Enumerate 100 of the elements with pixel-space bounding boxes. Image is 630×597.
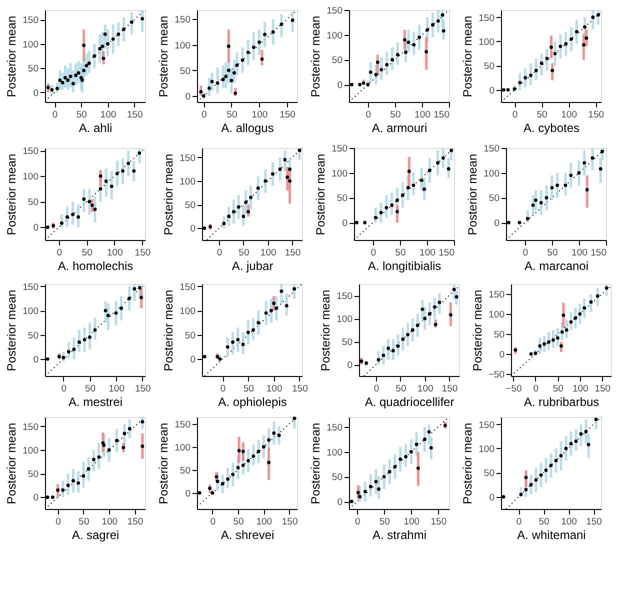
y-tick-label: 50 — [184, 200, 196, 212]
x-tick-label: 150 — [586, 516, 602, 528]
y-tick-label: 0 — [33, 354, 38, 366]
x-tick-label: 50 — [238, 248, 250, 258]
y-axis-title: Posterior mean — [162, 154, 176, 236]
x-axis-title: A. mestrei — [68, 395, 123, 409]
x-tick-label: 150 — [284, 248, 301, 258]
y-tick-label: 150 — [180, 152, 196, 164]
y-tick-label: 0 — [190, 224, 196, 235]
x-tick-label: 50 — [78, 516, 90, 528]
y-axis-title: Posterior mean — [460, 422, 475, 504]
y-tick-label: 50 — [332, 472, 342, 484]
y-axis-title: Posterior mean — [4, 16, 19, 98]
y-tick-label: 50 — [488, 193, 500, 204]
x-tick-label: 150 — [127, 516, 144, 528]
x-axis-title: A. sagrei — [72, 528, 120, 542]
y-tick-label: 0 — [489, 85, 494, 96]
x-tick-label: 150 — [430, 516, 447, 528]
y-tick-label: 150 — [180, 282, 196, 293]
y-tick-label: 150 — [326, 422, 342, 434]
y-tick-label: 150 — [478, 12, 494, 24]
x-tick-label: 150 — [588, 110, 604, 120]
x-tick-label: 0 — [533, 384, 539, 394]
x-tick-label: 100 — [414, 110, 430, 120]
x-tick-label: 0 — [61, 384, 67, 394]
x-tick-label: 50 — [538, 516, 550, 528]
x-axis-title: A. armouri — [372, 121, 428, 135]
x-tick-label: 100 — [102, 516, 118, 528]
x-tick-label: 100 — [561, 516, 577, 528]
y-tick-label: 100 — [180, 306, 196, 318]
y-tick-label: 150 — [332, 144, 348, 154]
y-tick-label: 100 — [484, 168, 500, 180]
x-tick-label: 100 — [404, 516, 420, 528]
y-tick-label: 150 — [174, 419, 190, 430]
x-axis-title: A. strahmi — [372, 528, 427, 542]
y-tick-label: 100 — [22, 306, 38, 318]
x-axis-title: A. whitemani — [517, 528, 586, 542]
y-tick-label: 0 — [337, 80, 342, 92]
x-tick-label: 100 — [108, 384, 124, 394]
x-axis-title: A. rubribarbus — [524, 395, 600, 409]
y-tick-label: 0 — [185, 91, 190, 102]
y-tick-label: 100 — [478, 444, 494, 455]
x-axis-title: A. shrevei — [220, 528, 274, 542]
x-tick-label: 150 — [134, 248, 151, 258]
x-tick-label: 100 — [561, 110, 577, 120]
x-tick-label: 0 — [210, 516, 216, 528]
x-tick-label: 150 — [292, 384, 308, 394]
x-tick-label: 50 — [390, 110, 401, 120]
y-tick-label: 150 — [22, 15, 38, 26]
x-tick-label: 100 — [572, 384, 588, 394]
x-tick-label: 0 — [516, 516, 522, 528]
y-tick-label: 50 — [332, 55, 342, 66]
y-tick-label: 0 — [185, 488, 190, 500]
x-tick-label: 100 — [252, 110, 268, 120]
x-tick-label: 50 — [536, 110, 548, 120]
y-tick-label: 100 — [326, 30, 342, 42]
x-tick-label: 100 — [266, 384, 282, 394]
y-tick-label: 100 — [174, 442, 190, 454]
x-tick-label: 150 — [282, 516, 298, 528]
y-tick-label: 0 — [342, 218, 348, 230]
y-axis-title: Posterior mean — [4, 290, 19, 372]
x-axis-title: A. quadriocellifer — [364, 395, 454, 409]
y-tick-label: 150 — [22, 146, 38, 158]
y-tick-label: 150 — [174, 14, 190, 26]
y-axis-title: Posterior mean — [308, 422, 323, 504]
x-tick-label: 100 — [260, 248, 276, 258]
x-tick-label: 150 — [590, 248, 606, 258]
x-tick-label: 50 — [552, 384, 564, 394]
y-tick-label: −50 — [488, 370, 504, 380]
y-tick-label: 150 — [488, 290, 504, 300]
x-tick-label: 100 — [100, 110, 116, 120]
x-axis-title: A. cybotes — [523, 121, 580, 135]
x-tick-label: 150 — [434, 110, 450, 120]
y-tick-label: 0 — [499, 350, 504, 360]
x-tick-label: 100 — [107, 248, 123, 258]
y-tick-label: 50 — [484, 61, 494, 72]
x-tick-label: 150 — [134, 384, 151, 394]
x-tick-label: 0 — [52, 110, 58, 120]
y-tick-label: 50 — [28, 330, 38, 342]
x-tick-label: 50 — [226, 110, 238, 120]
x-axis-title: A. jubar — [232, 259, 274, 273]
y-tick-label: 0 — [33, 88, 38, 99]
y-tick-label: 50 — [28, 197, 38, 208]
y-tick-label: 0 — [347, 360, 352, 371]
x-tick-label: 150 — [126, 110, 143, 120]
y-tick-label: 100 — [336, 314, 352, 325]
y-tick-label: 100 — [180, 176, 196, 188]
y-tick-label: 100 — [332, 168, 348, 180]
x-axis-title: A. allogus — [221, 121, 274, 135]
x-tick-label: 150 — [442, 384, 458, 394]
x-tick-label: 0 — [370, 248, 376, 258]
y-tick-label: 50 — [342, 337, 352, 348]
y-axis-title: Posterior mean — [470, 290, 484, 372]
x-tick-label: 100 — [417, 384, 434, 394]
y-tick-label: 150 — [326, 6, 342, 16]
x-tick-label: 50 — [84, 384, 96, 394]
y-axis-title: Posterior mean — [4, 154, 19, 236]
x-tick-label: 0 — [202, 110, 207, 120]
x-tick-label: 0 — [522, 248, 528, 258]
y-tick-label: 150 — [478, 420, 494, 431]
